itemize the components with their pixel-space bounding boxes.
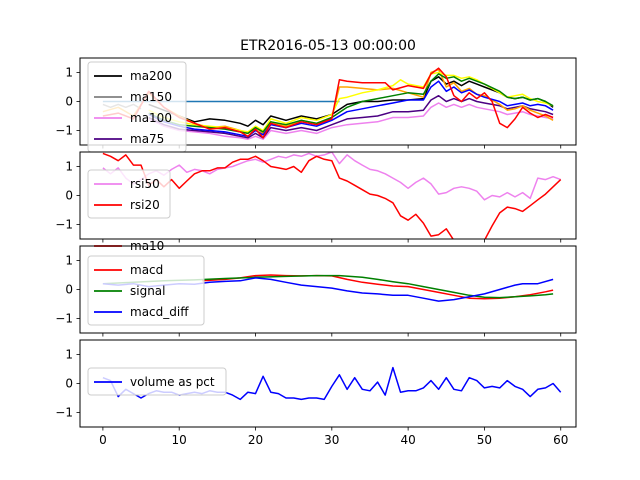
x-tick-label: 60	[553, 433, 568, 447]
legend-label: signal	[130, 284, 166, 298]
y-tick-label: 0	[65, 283, 73, 297]
legend: ma200 ma150 ma100 ma75	[87, 61, 187, 153]
x-tick-label: 10	[172, 433, 187, 447]
legend-label: macd_diff	[130, 305, 189, 319]
panel-0: 1 0 −1 ma200 ma150 ma100 ma75	[55, 57, 577, 153]
legend-label: ma100	[130, 111, 172, 125]
legend: volume as pct	[87, 367, 227, 396]
y-tick-label: 1	[65, 66, 73, 80]
x-tick-label: 0	[99, 433, 107, 447]
series-line-unlabeled-8	[148, 80, 554, 138]
legend-box	[87, 255, 205, 326]
series-line-rsi50	[102, 152, 561, 201]
y-tick-label: −1	[55, 124, 73, 138]
legend-box	[87, 169, 171, 219]
y-tick-label: 1	[65, 160, 73, 174]
y-tick-label: 0	[65, 377, 73, 391]
x-tick-label: 20	[248, 433, 263, 447]
y-tick-label: 0	[65, 95, 73, 109]
y-tick-label: −1	[55, 406, 73, 420]
panels: 10−1ma200ma150ma100ma7510−1rsi50rsi20ma1…	[55, 57, 577, 447]
x-tick-label: 40	[400, 433, 415, 447]
y-tick-label: 1	[65, 348, 73, 362]
y-tick-label: −1	[55, 312, 73, 326]
chart-title: ETR2016-05-13 00:00:00	[240, 38, 416, 54]
series-line-unlabeled-9	[102, 67, 554, 139]
legend-label: volume as pct	[130, 375, 215, 389]
legend-label: rsi20	[130, 198, 160, 212]
legend-label: rsi50	[130, 177, 160, 191]
plot-area	[102, 152, 562, 239]
series-line-ma75	[148, 94, 554, 139]
series-line-rsi20	[102, 152, 562, 239]
legend-label: ma200	[130, 69, 172, 83]
legend-label: ma75	[130, 132, 164, 146]
legend-label: macd	[130, 263, 163, 277]
legend: macd signal macd_diff	[87, 255, 205, 326]
series-line-signal	[102, 274, 554, 299]
series-line-ma100	[148, 102, 554, 140]
legend-label: ma150	[130, 90, 172, 104]
panel-2: 1 0 −1 macd signal macd_diff	[55, 245, 577, 337]
legend-box	[87, 367, 227, 396]
y-tick-label: −1	[55, 218, 73, 232]
y-tick-label: 1	[65, 254, 73, 268]
x-tick-label: 50	[477, 433, 492, 447]
plot-area	[102, 67, 554, 140]
y-tick-label: 0	[65, 189, 73, 203]
x-tick-label: 30	[324, 433, 339, 447]
